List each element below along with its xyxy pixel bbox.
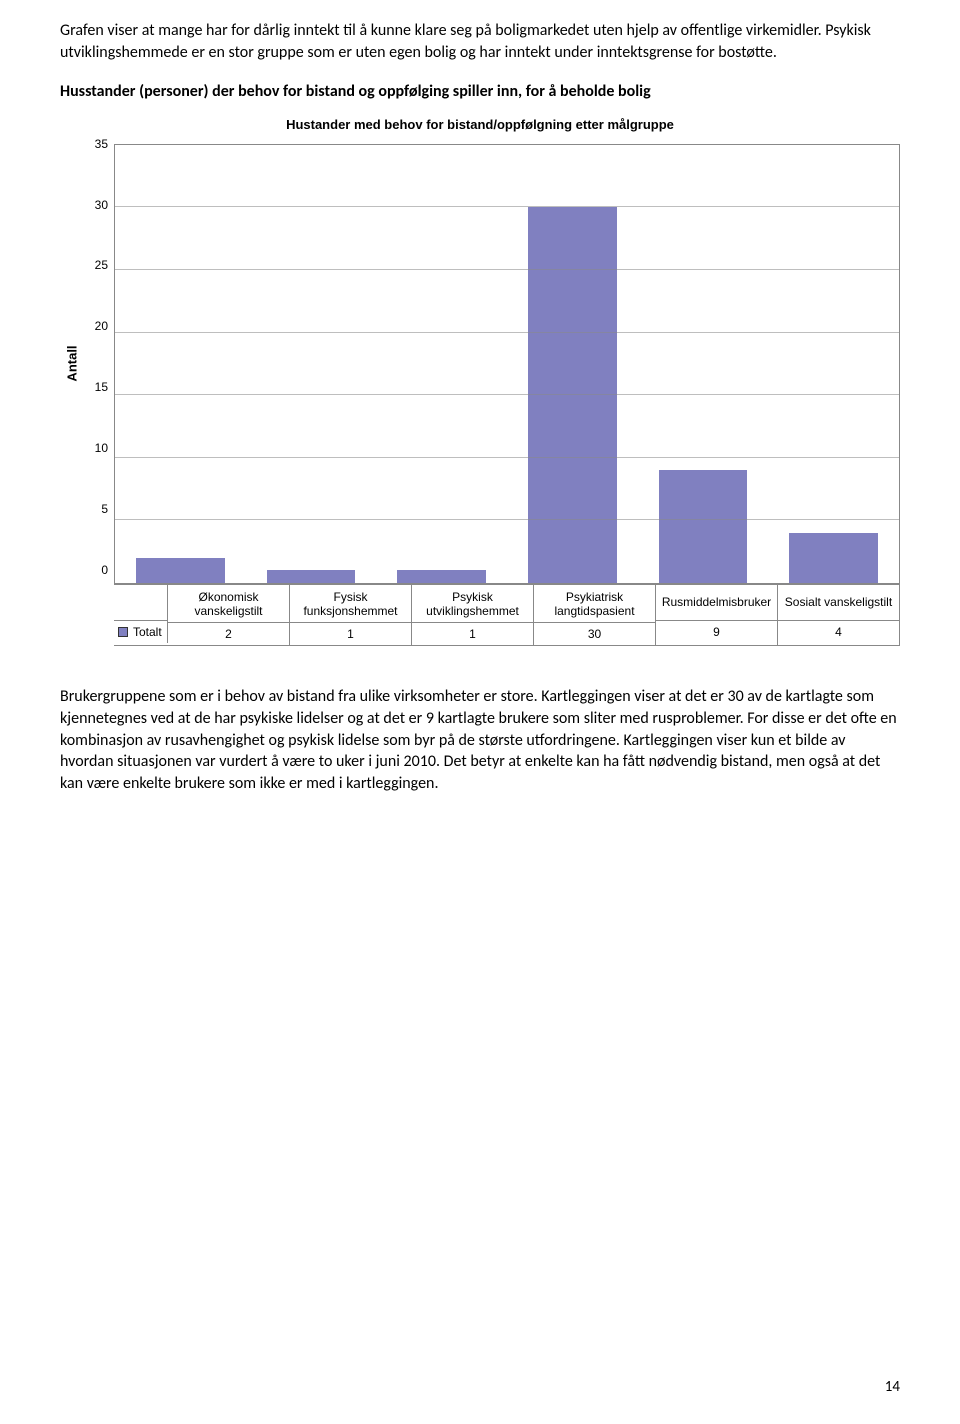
bar — [397, 570, 486, 583]
table-col: Fysisk funksjonshemmet1 — [290, 584, 412, 647]
y-axis-label: Antall — [65, 346, 80, 382]
bar-slot — [507, 145, 638, 583]
x-label: Økonomisk vanskeligstilt — [168, 585, 289, 624]
table-value: 2 — [168, 623, 289, 645]
table-value: 9 — [656, 621, 777, 643]
x-label: Psykiatrisk langtidspasient — [534, 585, 655, 624]
intro-paragraph: Grafen viser at mange har for dårlig inn… — [60, 20, 900, 63]
y-tick: 20 — [95, 319, 108, 333]
y-tick: 15 — [95, 380, 108, 394]
bar-slot — [376, 145, 507, 583]
page-number: 14 — [885, 1378, 900, 1396]
x-label: Sosialt vanskeligstilt — [778, 585, 899, 621]
y-tick: 5 — [101, 502, 108, 516]
chart-data-table: Totalt Økonomisk vanskeligstilt2Fysisk f… — [60, 584, 900, 647]
table-value: 30 — [534, 623, 655, 645]
x-label: Rusmiddelmisbruker — [656, 585, 777, 621]
y-tick: 10 — [95, 441, 108, 455]
y-tick: 35 — [95, 137, 108, 151]
chart-title: Hustander med behov for bistand/oppfølgn… — [60, 117, 900, 132]
gridline — [115, 519, 899, 520]
bar — [659, 470, 748, 583]
table-value: 1 — [290, 623, 411, 645]
legend-row: Totalt — [114, 621, 168, 643]
legend-swatch — [118, 627, 128, 637]
bar-slot — [246, 145, 377, 583]
bar — [267, 570, 356, 583]
bar-slot — [115, 145, 246, 583]
y-tick: 0 — [101, 563, 108, 577]
bar-chart: Hustander med behov for bistand/oppfølgn… — [60, 117, 900, 647]
gridline — [115, 332, 899, 333]
x-label: Psykisk utviklingshemmet — [412, 585, 533, 624]
table-col: Psykiatrisk langtidspasient30 — [534, 584, 656, 647]
chart-heading: Husstander (personer) der behov for bist… — [60, 81, 900, 103]
legend-label: Totalt — [133, 625, 162, 639]
table-col: Psykisk utviklingshemmet1 — [412, 584, 534, 647]
bar-slot — [768, 145, 899, 583]
plot-area — [114, 144, 900, 584]
table-col: Sosialt vanskeligstilt4 — [778, 584, 900, 647]
table-value: 4 — [778, 621, 899, 643]
table-col: Økonomisk vanskeligstilt2 — [168, 584, 290, 647]
y-axis-label-wrap: Antall — [60, 144, 84, 584]
y-tick: 30 — [95, 198, 108, 212]
bar — [136, 558, 225, 583]
bars-container — [115, 145, 899, 583]
y-axis-ticks: 35302520151050 — [84, 144, 114, 584]
gridline — [115, 269, 899, 270]
body-paragraph: Brukergruppene som er i behov av bistand… — [60, 686, 900, 794]
table-col: Rusmiddelmisbruker9 — [656, 584, 778, 647]
gridline — [115, 457, 899, 458]
gridline — [115, 206, 899, 207]
x-label: Fysisk funksjonshemmet — [290, 585, 411, 624]
gridline — [115, 394, 899, 395]
y-tick: 25 — [95, 258, 108, 272]
bar-slot — [638, 145, 769, 583]
table-value: 1 — [412, 623, 533, 645]
bar — [789, 533, 878, 583]
